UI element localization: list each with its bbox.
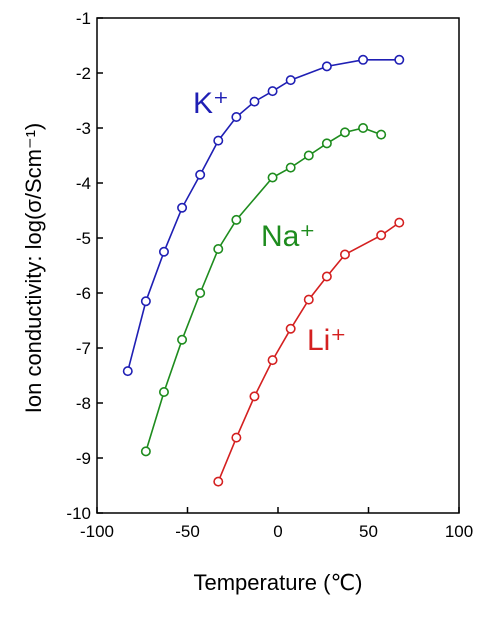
- y-tick-label: -9: [76, 449, 91, 468]
- data-point: [177, 334, 188, 345]
- y-tick-label: -10: [66, 504, 91, 523]
- y-tick-label: -7: [76, 339, 91, 358]
- data-point: [231, 432, 242, 443]
- data-point: [213, 476, 224, 487]
- data-point: [394, 217, 405, 228]
- data-point: [376, 129, 387, 140]
- data-point: [285, 75, 296, 86]
- y-tick-label: -4: [76, 174, 91, 193]
- x-axis-title: Temperature (℃): [194, 570, 363, 595]
- data-point: [303, 294, 314, 305]
- series-0: K⁺: [122, 54, 405, 377]
- data-point: [321, 138, 332, 149]
- data-point: [267, 86, 278, 97]
- y-tick-label: -3: [76, 119, 91, 138]
- series-line: [217, 221, 400, 482]
- series-label: Li⁺: [307, 324, 346, 357]
- data-point: [358, 123, 369, 134]
- data-point: [303, 150, 314, 161]
- series-2: Li⁺: [213, 217, 405, 487]
- series-label: Na⁺: [261, 220, 315, 253]
- data-point: [358, 54, 369, 65]
- x-tick-label: -100: [80, 522, 114, 541]
- data-point: [158, 386, 169, 397]
- data-point: [177, 202, 188, 213]
- data-point: [267, 172, 278, 183]
- data-point: [195, 287, 206, 298]
- data-point: [158, 246, 169, 257]
- data-point: [231, 214, 242, 225]
- x-axis: -100 -50 0 50 100: [80, 507, 473, 541]
- series-1: Na⁺: [140, 123, 387, 457]
- data-point: [321, 61, 332, 72]
- data-point: [267, 355, 278, 366]
- data-point: [321, 271, 332, 282]
- data-point: [376, 230, 387, 241]
- series-line: [127, 58, 400, 372]
- data-point: [285, 162, 296, 173]
- plot-frame-group: [96, 17, 460, 514]
- data-point: [249, 391, 260, 402]
- x-tick-label: 100: [445, 522, 473, 541]
- y-tick-label: -8: [76, 394, 91, 413]
- series-label: K⁺: [193, 87, 229, 120]
- data-point: [394, 54, 405, 65]
- y-tick-label: -2: [76, 64, 91, 83]
- data-point: [339, 249, 350, 260]
- x-tick-label: -50: [175, 522, 200, 541]
- y-axis-title: Ion conductivity: log(σ/Scm⁻¹): [21, 123, 46, 414]
- data-point: [140, 296, 151, 307]
- data-point: [339, 127, 350, 138]
- x-tick-label: 50: [359, 522, 378, 541]
- y-tick-label: -1: [76, 9, 91, 28]
- x-tick-label: 0: [273, 522, 282, 541]
- series-line: [145, 127, 382, 452]
- y-tick-label: -6: [76, 284, 91, 303]
- data-point: [140, 446, 151, 457]
- data-point: [195, 169, 206, 180]
- y-tick-label: -5: [76, 229, 91, 248]
- data-point: [122, 366, 133, 377]
- plot-frame: [96, 17, 460, 514]
- data-point: [285, 323, 296, 334]
- data-point: [213, 135, 224, 146]
- data-point: [213, 244, 224, 255]
- data-point: [231, 112, 242, 123]
- series-group: K⁺ Na⁺ Li⁺: [122, 54, 405, 487]
- data-point: [249, 96, 260, 107]
- y-axis: -1 -2 -3 -4 -5 -6 -7 -8 -9 -10: [66, 9, 103, 523]
